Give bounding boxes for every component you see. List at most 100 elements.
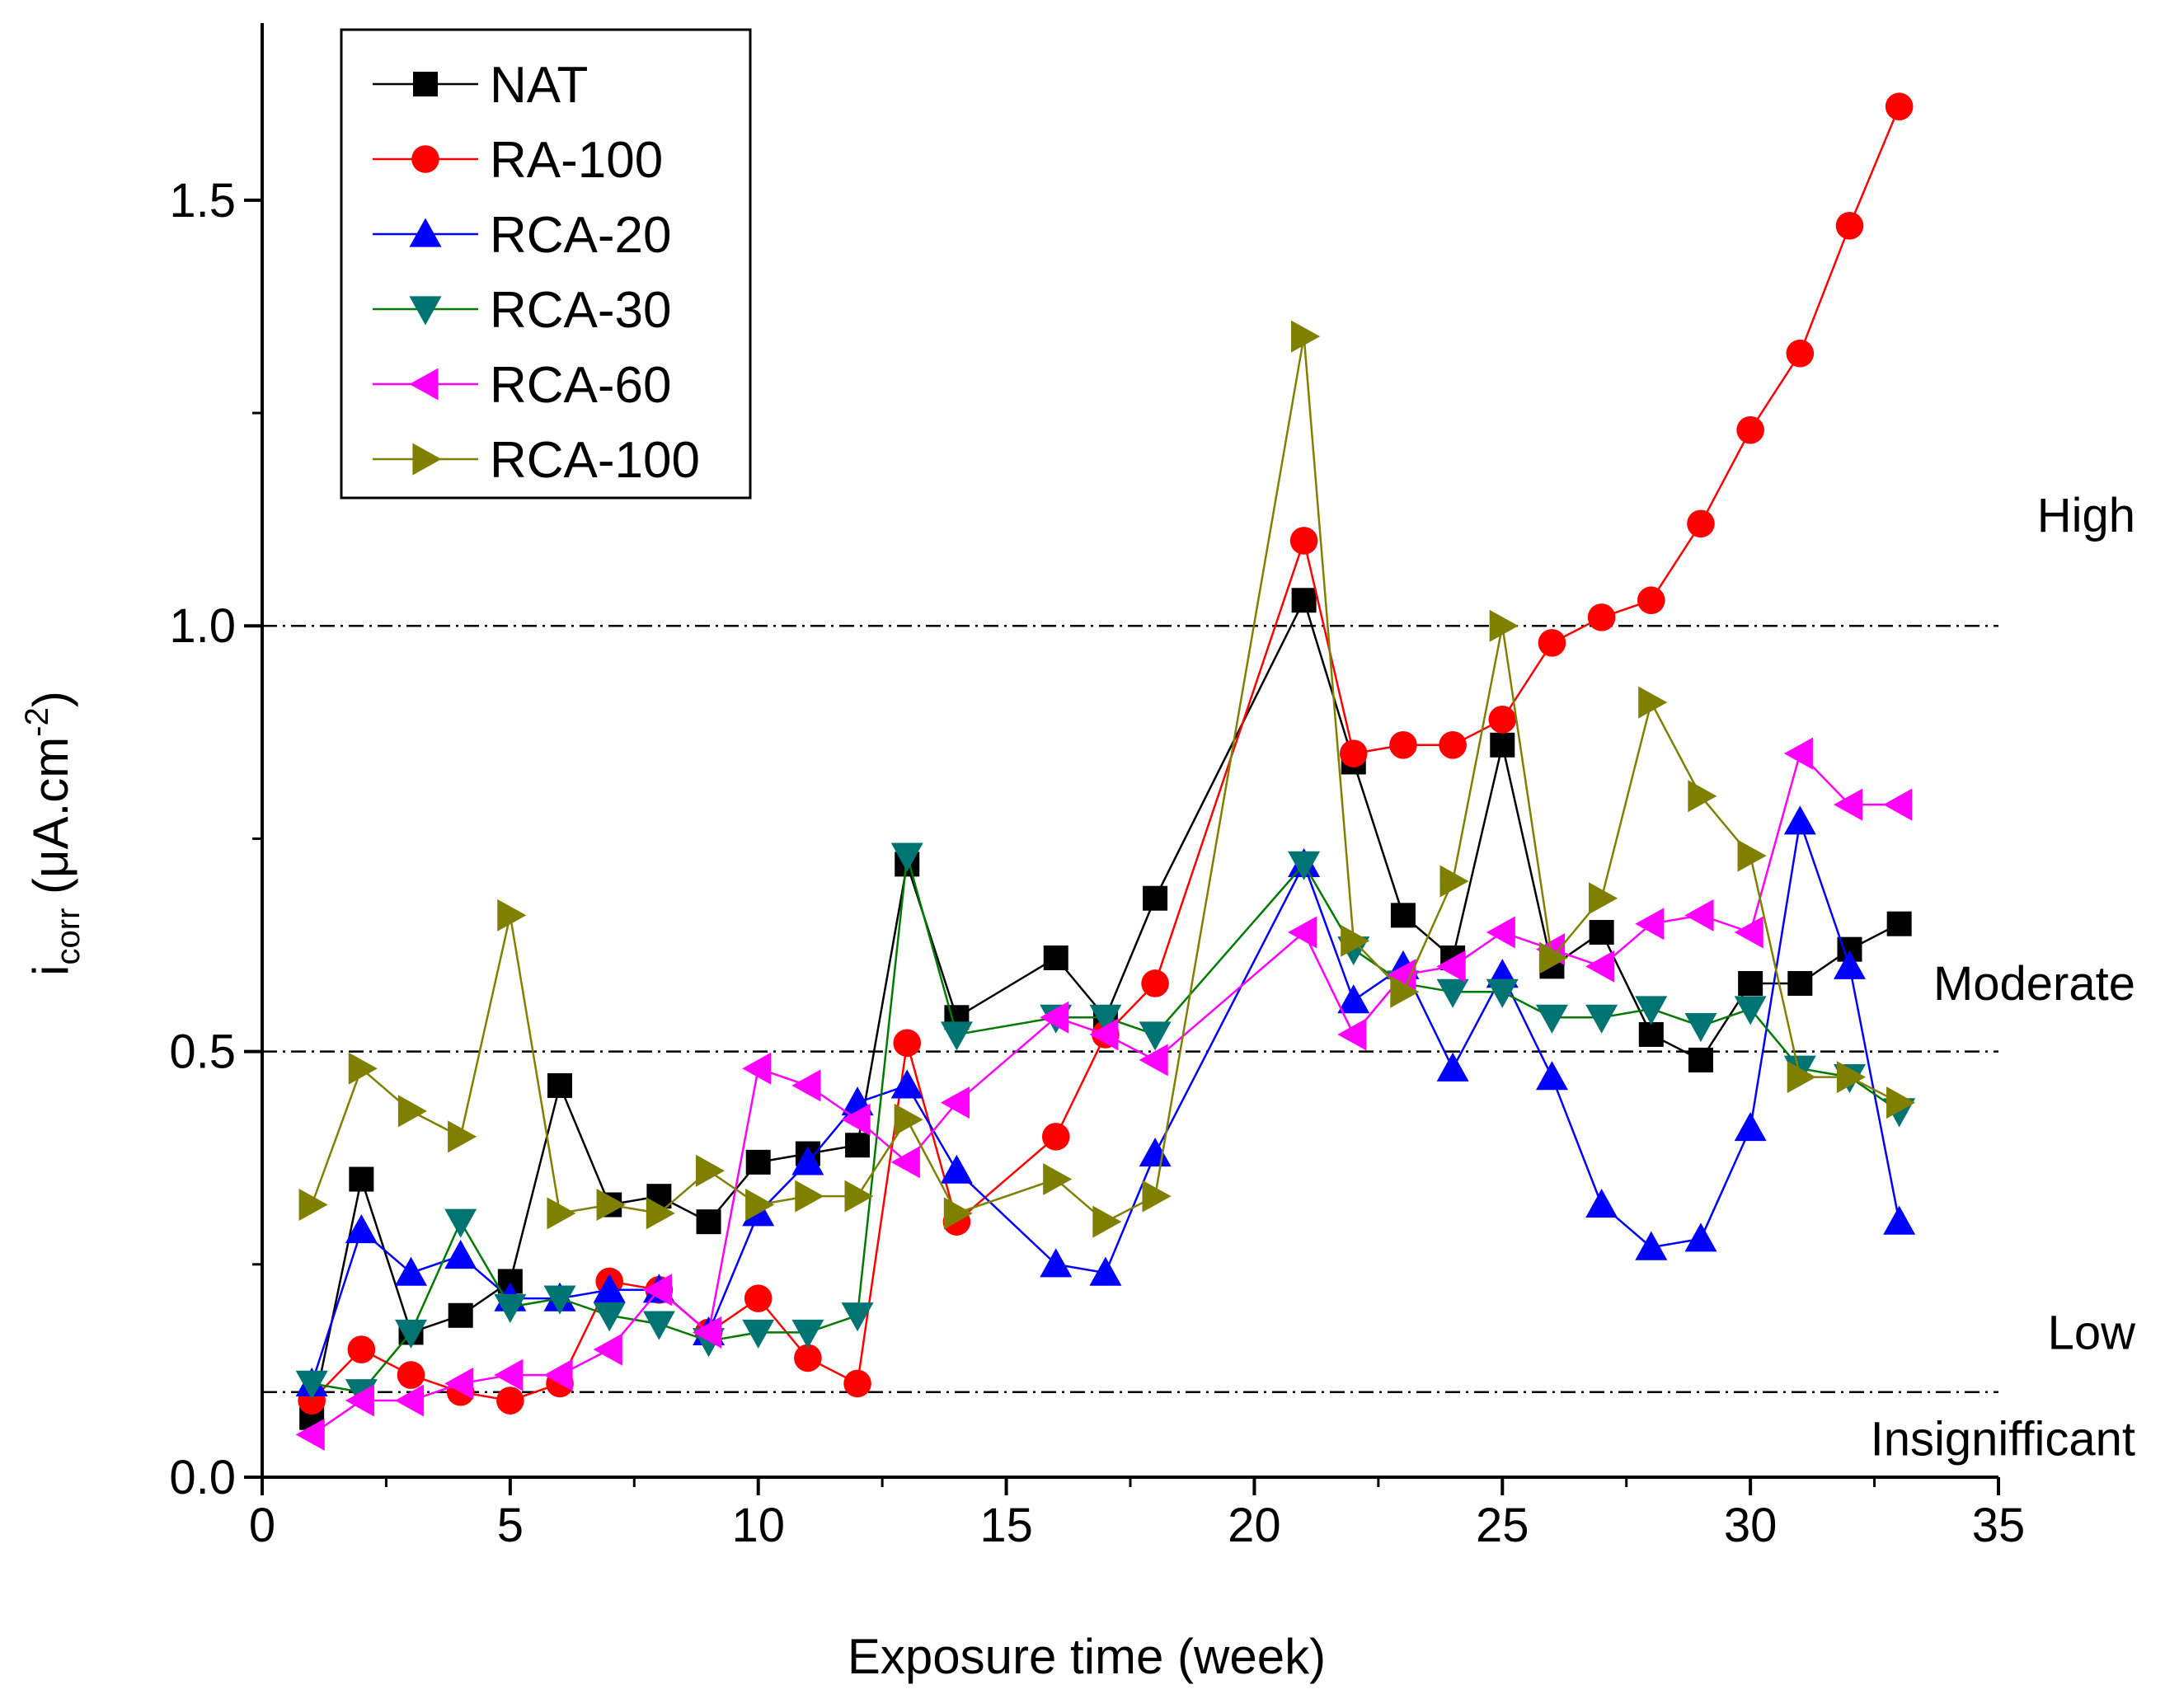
x-tick-label: 20 <box>1228 1499 1281 1552</box>
data-point <box>1538 629 1566 657</box>
data-point <box>1486 916 1515 949</box>
data-point <box>1288 851 1321 880</box>
data-point <box>1390 975 1420 1008</box>
legend-label: RA-100 <box>490 132 663 189</box>
data-point <box>1783 805 1816 835</box>
data-point <box>345 1384 374 1417</box>
data-point <box>1883 788 1913 821</box>
data-point <box>596 1189 626 1222</box>
data-point <box>1089 1256 1122 1286</box>
data-point <box>1043 1163 1073 1196</box>
data-point <box>1535 1004 1568 1034</box>
data-point <box>1786 339 1815 368</box>
series-ra-100 <box>298 92 1914 1415</box>
series-rca-30 <box>295 842 1916 1409</box>
y-axis-title-close: ) <box>23 691 78 707</box>
x-tick-label: 0 <box>249 1499 275 1552</box>
data-point <box>448 1120 477 1153</box>
legend: NAT RA-100 RCA-20 RCA-30 RCA-60 RCA-100 <box>340 28 752 500</box>
legend-entry-rca-100: RCA-100 <box>373 432 700 489</box>
zone-label-high: High <box>2037 489 2135 542</box>
data-point <box>1486 978 1519 1008</box>
x-tick-label: 15 <box>979 1499 1033 1552</box>
data-point <box>547 1197 576 1230</box>
data-point <box>1089 1004 1122 1034</box>
data-point <box>845 1133 871 1158</box>
data-point <box>1092 1205 1122 1238</box>
data-point <box>397 1095 428 1128</box>
data-point <box>940 1021 973 1051</box>
data-point <box>893 1029 922 1058</box>
axes: 0 5 10 15 20 25 30 35 0.0 0.5 1.0 1.5 <box>169 23 2025 1552</box>
legend-marker <box>409 368 439 401</box>
data-point <box>742 1319 775 1349</box>
legend-box <box>340 28 752 500</box>
y-tick-label: 1.5 <box>169 174 236 228</box>
data-point <box>1337 984 1370 1014</box>
data-point <box>1436 950 1466 983</box>
data-point <box>347 1335 376 1363</box>
legend-marker <box>412 443 442 476</box>
data-point <box>1684 1013 1717 1043</box>
data-point <box>1684 899 1714 931</box>
data-point <box>298 1189 328 1222</box>
x-tick-label: 10 <box>731 1499 785 1552</box>
legend-label: NAT <box>490 57 588 114</box>
data-point <box>1638 1021 1664 1047</box>
zone-labels: High Moderate Low Insignifficant <box>1871 489 2136 1466</box>
data-point <box>1833 950 1866 979</box>
data-point <box>494 1293 527 1323</box>
data-point <box>1635 996 1668 1025</box>
data-point <box>1737 839 1767 872</box>
data-point <box>349 1166 374 1192</box>
data-point <box>943 1197 973 1230</box>
data-point <box>844 1180 874 1213</box>
data-point <box>791 1069 821 1102</box>
data-point <box>1041 1123 1070 1151</box>
data-point <box>794 1344 822 1372</box>
zone-label-moderate: Moderate <box>1933 957 2135 1011</box>
data-point <box>1835 212 1864 240</box>
data-point <box>1885 92 1914 121</box>
data-point <box>841 1302 874 1332</box>
y-axis-title-main: i <box>23 965 78 976</box>
data-point <box>448 1302 473 1328</box>
data-point <box>1734 996 1767 1025</box>
data-point <box>395 1319 428 1349</box>
data-point <box>1538 941 1568 974</box>
data-point <box>1688 1047 1713 1072</box>
data-point <box>496 1387 524 1415</box>
legend-label: RCA-100 <box>490 432 700 489</box>
data-point <box>345 1213 378 1244</box>
data-point <box>1436 1052 1469 1082</box>
data-point <box>1289 527 1318 555</box>
data-point <box>1836 1061 1866 1094</box>
data-point <box>497 899 527 931</box>
data-point <box>1439 865 1469 898</box>
data-point <box>1341 924 1370 957</box>
legend-label: RCA-30 <box>490 282 672 339</box>
data-point <box>547 1072 573 1098</box>
data-point <box>1833 788 1863 821</box>
data-point <box>1291 320 1321 353</box>
data-point <box>1040 1001 1069 1034</box>
data-point <box>494 1358 524 1391</box>
data-point <box>745 1189 775 1222</box>
data-point <box>1390 903 1416 928</box>
data-point <box>1585 950 1615 983</box>
data-point <box>744 1284 773 1312</box>
data-point <box>543 1358 573 1391</box>
legend-entry-ra-100: RA-100 <box>373 132 663 189</box>
data-point <box>745 1149 771 1175</box>
data-point <box>742 1052 772 1085</box>
data-point <box>1637 586 1665 615</box>
x-axis-title: Exposure time (week) <box>848 1629 1326 1684</box>
data-point <box>940 1086 970 1119</box>
data-point <box>348 1052 378 1085</box>
data-point <box>1139 1021 1172 1051</box>
data-point <box>1589 882 1618 915</box>
data-point <box>1040 1248 1073 1278</box>
data-point <box>1288 916 1317 949</box>
data-point <box>1439 731 1467 759</box>
